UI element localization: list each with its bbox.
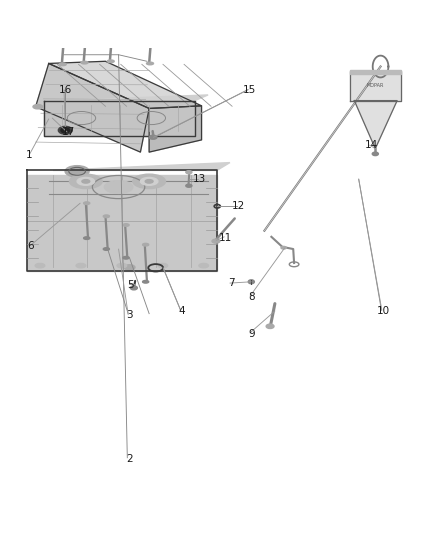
Ellipse shape [35,263,45,268]
Polygon shape [53,163,230,171]
Ellipse shape [104,181,133,193]
Text: 17: 17 [62,127,75,137]
Ellipse shape [77,177,95,185]
Ellipse shape [123,224,129,227]
Ellipse shape [61,36,67,39]
Text: 15: 15 [243,85,256,95]
Ellipse shape [103,248,110,251]
Polygon shape [35,63,149,152]
Text: 3: 3 [126,310,133,320]
Text: 1: 1 [26,150,32,160]
Ellipse shape [141,177,158,185]
Ellipse shape [145,180,153,183]
Ellipse shape [58,126,72,134]
Ellipse shape [84,237,90,239]
Ellipse shape [61,128,70,133]
Text: 12: 12 [232,201,245,211]
Ellipse shape [76,263,86,268]
Polygon shape [27,175,217,271]
Text: 13: 13 [193,174,206,184]
Text: 2: 2 [126,454,133,464]
Text: 7: 7 [228,278,234,288]
Ellipse shape [33,104,42,109]
Ellipse shape [212,239,220,243]
Polygon shape [149,106,201,152]
Ellipse shape [83,34,88,37]
Text: 8: 8 [248,292,254,302]
Ellipse shape [148,35,154,38]
Ellipse shape [82,180,90,183]
Polygon shape [350,70,401,75]
Ellipse shape [133,174,166,189]
Ellipse shape [107,60,114,62]
Ellipse shape [84,202,90,205]
Ellipse shape [109,33,115,36]
Ellipse shape [147,62,153,65]
Ellipse shape [81,61,88,64]
Text: MOPAR: MOPAR [367,83,384,88]
Ellipse shape [248,280,254,284]
Polygon shape [354,101,397,149]
Text: 10: 10 [377,306,390,316]
Ellipse shape [281,246,286,249]
Ellipse shape [123,256,129,259]
Ellipse shape [186,184,192,187]
Polygon shape [44,101,195,135]
Ellipse shape [199,263,208,268]
Polygon shape [350,71,401,101]
Text: 14: 14 [364,140,378,150]
Text: 5: 5 [127,280,134,290]
Ellipse shape [186,171,192,174]
Ellipse shape [65,166,89,177]
Ellipse shape [124,265,135,270]
Text: 11: 11 [219,233,232,243]
Ellipse shape [103,215,110,217]
Ellipse shape [143,280,149,283]
Ellipse shape [158,263,168,268]
Text: 9: 9 [248,329,254,339]
Ellipse shape [149,135,157,139]
Ellipse shape [117,263,127,268]
Ellipse shape [131,286,138,290]
Polygon shape [62,95,208,101]
Ellipse shape [70,174,102,189]
Text: 16: 16 [59,85,72,95]
Text: 6: 6 [27,240,34,251]
Polygon shape [49,61,201,108]
Ellipse shape [143,244,149,246]
Ellipse shape [266,324,274,328]
Ellipse shape [372,152,378,156]
Text: 4: 4 [179,306,185,316]
Ellipse shape [59,63,66,66]
